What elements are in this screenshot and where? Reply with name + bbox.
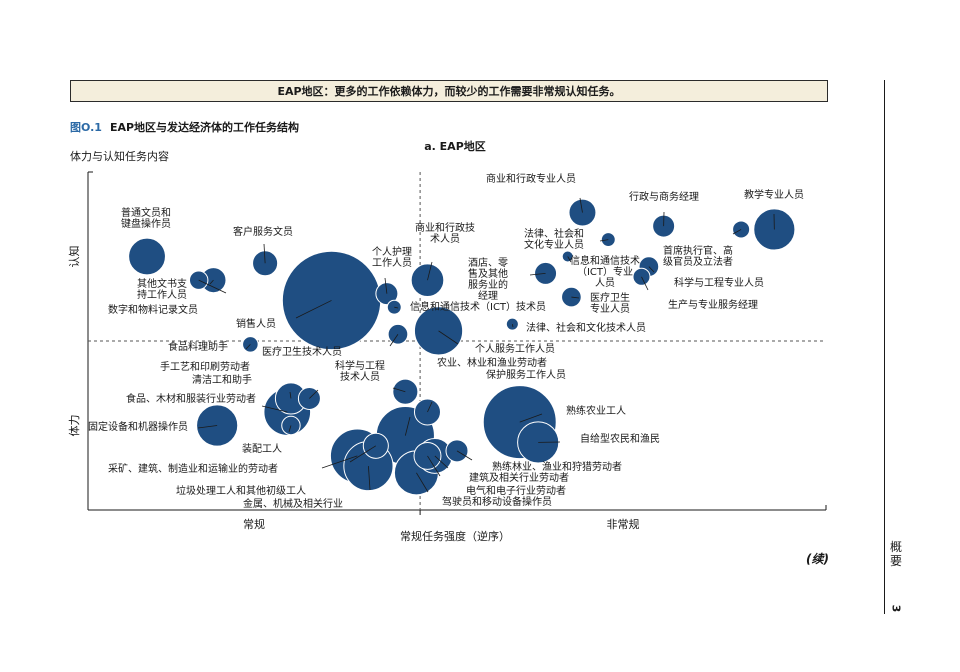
bubble-label: 熟练林业、渔业和狩猎劳动者 bbox=[492, 460, 622, 473]
bubble-label: 销售人员 bbox=[236, 317, 276, 330]
leader-line bbox=[392, 387, 406, 393]
bubble-label: 驾驶员和移动设备操作员 bbox=[442, 495, 552, 508]
bubble-label: 法律、社会和文化技术人员 bbox=[526, 321, 646, 334]
figure-title: 图O.1 EAP地区与发达经济体的工作任务结构 bbox=[70, 119, 299, 135]
leader-line bbox=[427, 401, 433, 413]
leader-line bbox=[567, 256, 572, 263]
bubble-label: 生产与专业服务经理 bbox=[668, 298, 758, 311]
bubble-label: 商业和行政技术人员 bbox=[415, 221, 475, 245]
bubble-label: 普通文员和键盘操作员 bbox=[121, 206, 171, 230]
finding-banner: EAP地区：更多的工作依赖体力，而较少的工作需要非常规认知任务。 bbox=[70, 80, 828, 102]
y-axis-title: 体力与认知任务内容 bbox=[70, 149, 169, 163]
bubble-label: 首席执行官、高级官员及立法者 bbox=[663, 244, 733, 268]
leader-line bbox=[295, 300, 332, 319]
bubble-label: 手工艺和印刷劳动者 bbox=[160, 360, 250, 373]
leader-line bbox=[197, 425, 218, 429]
bubble-label: 农业、林业和渔业劳动者 bbox=[437, 356, 547, 369]
bubble-label: 清洁工和助手 bbox=[192, 373, 252, 386]
bubble-label: 其他文书支持工作人员 bbox=[137, 277, 187, 301]
figure-number: 图O.1 bbox=[70, 121, 102, 134]
bubble-label: 法律、社会和文化专业人员 bbox=[524, 227, 584, 251]
leader-line bbox=[404, 416, 411, 436]
leader-line bbox=[571, 296, 580, 299]
bubble-label: 固定设备和机器操作员 bbox=[88, 420, 188, 433]
leader-line bbox=[599, 239, 609, 242]
bubble-label: 金属、机械及相关行业 bbox=[243, 497, 343, 510]
leader-line bbox=[309, 389, 319, 399]
leader-line bbox=[288, 425, 292, 433]
leader-line bbox=[529, 273, 546, 276]
bubble-label: 教学专业人员 bbox=[744, 188, 804, 201]
panel-title: a. EAP地区 bbox=[424, 139, 486, 153]
bubble-label: 行政与商务经理 bbox=[629, 190, 699, 203]
leader-line bbox=[394, 306, 399, 309]
leader-line bbox=[732, 229, 742, 235]
bubble-label: 熟练农业工人 bbox=[566, 404, 626, 417]
leader-line bbox=[209, 279, 214, 285]
leader-line bbox=[321, 455, 358, 469]
y-tick-label: 体力 bbox=[67, 415, 81, 437]
leader-line bbox=[349, 445, 377, 463]
bubble-label: 食品料理助手 bbox=[168, 340, 228, 353]
leader-line bbox=[427, 261, 433, 281]
bubble bbox=[568, 198, 597, 227]
leader-line bbox=[434, 455, 449, 469]
bubble bbox=[242, 336, 259, 353]
bubble-label: 个人护理工作人员 bbox=[372, 245, 412, 269]
bubble-label: 垃圾处理工人和其他初级工人 bbox=[176, 484, 306, 497]
bubble-label: 客户服务文员 bbox=[233, 225, 293, 238]
bubble-label: 装配工人 bbox=[242, 442, 282, 455]
bubble-label: 电气和电子行业劳动者 bbox=[466, 484, 566, 497]
bubble-label: 信息和通信技术（ICT）技术员 bbox=[410, 300, 546, 313]
leader-line bbox=[245, 344, 251, 350]
x-tick-label: 常规 bbox=[243, 517, 265, 531]
bubble bbox=[732, 220, 751, 239]
leader-line bbox=[263, 243, 266, 264]
bubble-label: 科学与工程专业人员 bbox=[674, 276, 764, 289]
leader-line bbox=[384, 277, 388, 294]
leader-line bbox=[368, 466, 371, 491]
sidebar-section-label: 概要 bbox=[889, 540, 902, 568]
bubble-label: 保护服务工作人员 bbox=[486, 368, 566, 381]
leader-line bbox=[519, 413, 543, 423]
y-tick-label: 认知 bbox=[67, 246, 81, 268]
bubble-label: 医疗卫生专业人员 bbox=[590, 291, 630, 315]
leader-line bbox=[438, 330, 459, 345]
leader-line bbox=[579, 197, 583, 213]
continued-note: (续) bbox=[806, 552, 829, 566]
leader-line bbox=[416, 472, 429, 493]
bubble bbox=[128, 237, 166, 276]
leader-line bbox=[427, 455, 441, 477]
leader-line bbox=[198, 279, 227, 294]
x-axis-title: 常规任务强度（逆序） bbox=[400, 529, 510, 543]
leader-line bbox=[648, 266, 655, 273]
leader-line bbox=[641, 276, 649, 291]
bubble-label: 数字和物料记录文员 bbox=[108, 303, 198, 316]
bubble-label: 建筑及相关行业劳动者 bbox=[469, 471, 569, 484]
leader-line bbox=[456, 450, 473, 461]
x-tick-label: 非常规 bbox=[607, 517, 640, 531]
leader-line bbox=[389, 334, 399, 347]
bubble-label: 商业和行政专业人员 bbox=[486, 172, 576, 185]
bubble-label: 信息和通信技术（ICT）专业人员 bbox=[570, 254, 640, 289]
bubble-label: 食品、木材和服装行业劳动者 bbox=[126, 392, 256, 405]
page-number: 3 bbox=[889, 604, 903, 613]
bubble-label: 科学与工程技术人员 bbox=[335, 359, 385, 383]
leader-line bbox=[511, 324, 514, 328]
figure-title-text: EAP地区与发达经济体的工作任务结构 bbox=[109, 121, 300, 134]
bubble-label: 采矿、建筑、制造业和运输业的劳动者 bbox=[108, 462, 278, 475]
bubble-label: 医疗卫生技术人员 bbox=[262, 345, 342, 358]
bubble-label: 酒店、零售及其他服务业的经理 bbox=[468, 256, 508, 302]
bubble-label: 个人服务工作人员 bbox=[475, 342, 555, 355]
leader-line bbox=[261, 405, 288, 413]
leader-line bbox=[289, 391, 292, 399]
bubble-label: 自给型农民和渔民 bbox=[580, 432, 660, 445]
sidebar-rule bbox=[884, 80, 885, 614]
